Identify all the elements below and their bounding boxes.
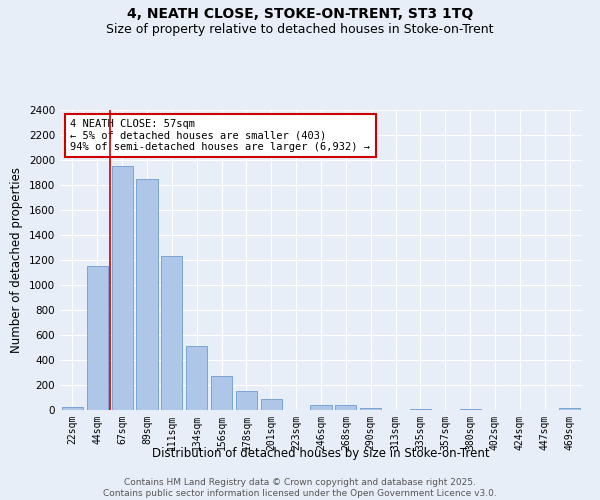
Bar: [112, 166, 133, 410]
Bar: [161, 256, 182, 410]
Bar: [360, 408, 381, 410]
Text: Size of property relative to detached houses in Stoke-on-Trent: Size of property relative to detached ho…: [106, 22, 494, 36]
Bar: [559, 408, 580, 410]
Bar: [236, 391, 257, 410]
Bar: [87, 266, 108, 410]
Text: Contains HM Land Registry data © Crown copyright and database right 2025.
Contai: Contains HM Land Registry data © Crown c…: [103, 478, 497, 498]
Bar: [62, 407, 83, 410]
Text: 4 NEATH CLOSE: 57sqm
← 5% of detached houses are smaller (403)
94% of semi-detac: 4 NEATH CLOSE: 57sqm ← 5% of detached ho…: [70, 119, 370, 152]
Bar: [410, 408, 431, 410]
Text: 4, NEATH CLOSE, STOKE-ON-TRENT, ST3 1TQ: 4, NEATH CLOSE, STOKE-ON-TRENT, ST3 1TQ: [127, 8, 473, 22]
Bar: [310, 405, 332, 410]
Bar: [186, 346, 207, 410]
Bar: [136, 179, 158, 410]
Bar: [211, 376, 232, 410]
Bar: [335, 405, 356, 410]
Bar: [261, 399, 282, 410]
Text: Distribution of detached houses by size in Stoke-on-Trent: Distribution of detached houses by size …: [152, 448, 490, 460]
Y-axis label: Number of detached properties: Number of detached properties: [10, 167, 23, 353]
